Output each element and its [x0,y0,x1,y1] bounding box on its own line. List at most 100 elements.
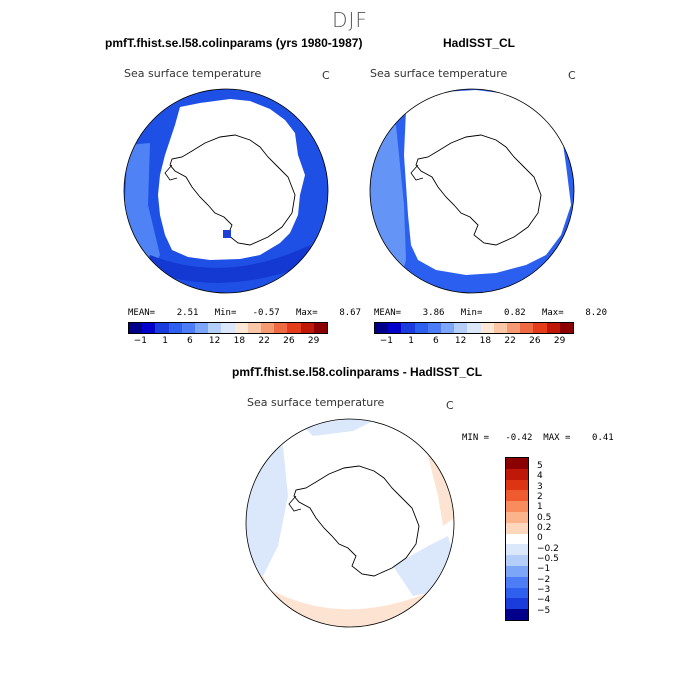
panel-1-polar-map [123,88,329,294]
colorbar-swatch [506,522,528,534]
panel-2-polar-map [369,88,575,294]
colorbar-swatch [195,323,209,333]
colorbar-swatch [533,323,547,333]
colorbar-swatch [388,323,402,333]
colorbar-swatch [414,323,428,333]
colorbar-swatch [506,490,528,502]
panel-1-tick: 22 [258,336,270,346]
colorbar-swatch [208,323,222,333]
colorbar-swatch [142,323,156,333]
colorbar-swatch [546,323,560,333]
panel-3-stats: MIN = -0.42 MAX = 0.41 [462,433,614,443]
colorbar-swatch [506,555,528,566]
colorbar-swatch [506,533,528,545]
panel-1-tick: 6 [187,336,193,346]
panel-2-tick: 29 [553,336,566,346]
colorbar-swatch [300,323,314,333]
panel-2-tick: 1 [408,336,414,346]
colorbar-swatch [506,576,528,588]
colorbar-swatch [506,609,528,620]
colorbar-swatch [506,501,528,512]
panel-2-tick: 12 [454,336,467,346]
panel-2-map-boundary [369,88,575,294]
colorbar-swatch [507,323,521,333]
panel-1-tick: −1 [133,336,148,346]
panel-3-colorbar-labels: 5 4 3 2 1 0.5 0.2 0 −0.2 −0.5 −1 −2 −3 −… [537,461,559,616]
colorbar-swatch [427,323,442,333]
panel-1-colorbar-ticks: −1 1 6 12 18 22 26 29 [128,336,326,346]
colorbar-swatch [520,323,534,333]
panel-1-tick: 26 [283,336,295,346]
colorbar-swatch [506,479,528,491]
panel-3-colorbar-label: −1 [537,564,551,575]
panel-1-variable-label: Sea surface temperature [124,67,262,80]
panel-2-tick: 22 [504,336,516,346]
colorbar-swatch [234,323,248,333]
panel-1-stats: MEAN= 2.51 Min= -0.57 Max= 8.67 [128,308,361,318]
panel-1-peninsula-coastline [164,164,178,181]
colorbar-swatch [506,468,528,480]
panel-2-variable-label: Sea surface temperature [370,67,508,80]
panel-1-map-boundary [123,88,329,294]
figure-title: DJF [332,8,368,32]
colorbar-swatch [129,323,143,333]
panel-3-map-boundary [245,418,455,628]
colorbar-swatch [401,323,415,333]
colorbar-swatch [454,323,468,333]
panel-3-colorbar-label: 0.5 [537,512,552,523]
panel-2-ice-mask [404,90,571,275]
panel-2-unit-label: C [568,69,576,82]
colorbar-swatch [559,323,574,333]
panel-3-colorbar-label: 0 [537,533,543,544]
panel-3-colorbar [505,457,529,621]
colorbar-swatch [221,323,235,333]
panel-3-colorbar-label: −3 [537,584,551,595]
panel-1-colorbar [128,322,328,334]
panel-2-tick: 26 [529,336,541,346]
panel-1-antarctica-coastline [169,134,296,246]
panel-3-colorbar-label: 4 [537,471,543,482]
panel-2-tick: 18 [479,336,492,346]
panel-3-colorbar-label: 0.2 [537,522,552,533]
colorbar-swatch [274,323,288,333]
panel-1-unit-label: C [322,69,330,82]
panel-3-colorbar-label: 2 [537,491,543,502]
colorbar-swatch [375,323,389,333]
panel-1-tick: 29 [307,336,320,346]
colorbar-swatch [506,511,528,523]
panel-3-colorbar-label: −0.2 [537,543,559,554]
panel-1-tick: 12 [208,336,221,346]
panel-1-ross-anomaly-cell [223,230,231,238]
panel-1-ice-mask [158,99,305,260]
panel-3-colorbar-label: −0.5 [537,553,559,564]
colorbar-swatch [441,323,455,333]
panel-2-stats: MEAN= 3.86 Min= 0.82 Max= 8.20 [374,308,607,318]
panel-3-unit-label: C [446,399,454,412]
panel-2-title: HadISST_CL [443,36,516,50]
panel-1-tick: 18 [233,336,246,346]
panel-2-tick: 6 [433,336,439,346]
colorbar-swatch [261,323,275,333]
colorbar-swatch [168,323,182,333]
panel-3-colorbar-label: −5 [537,605,551,616]
colorbar-swatch [506,565,528,577]
colorbar-swatch [506,598,528,610]
panel-3-variable-label: Sea surface temperature [247,396,385,409]
panel-1-title: pmfT.fhist.se.l58.colinparams (yrs 1980-… [105,36,363,50]
panel-3-colorbar-label: −4 [537,595,551,606]
panel-2-colorbar-ticks: −1 1 6 12 18 22 26 29 [374,336,572,346]
panel-3-polar-map [245,418,455,628]
panel-3-title: pmfT.fhist.se.l58.colinparams - HadISST_… [232,365,483,379]
panel-3-neg-sector-north [303,419,373,436]
panel-1-cold-band [145,245,320,283]
colorbar-swatch [155,323,169,333]
colorbar-swatch [480,323,494,333]
colorbar-swatch [493,323,508,333]
panel-3-colorbar-label: 3 [537,481,543,492]
panel-3-peninsula-coastline [288,495,302,512]
colorbar-swatch [287,323,301,333]
colorbar-swatch [181,323,196,333]
colorbar-swatch [506,458,528,469]
panel-2-peninsula-coastline [410,164,424,181]
colorbar-swatch [506,544,528,556]
